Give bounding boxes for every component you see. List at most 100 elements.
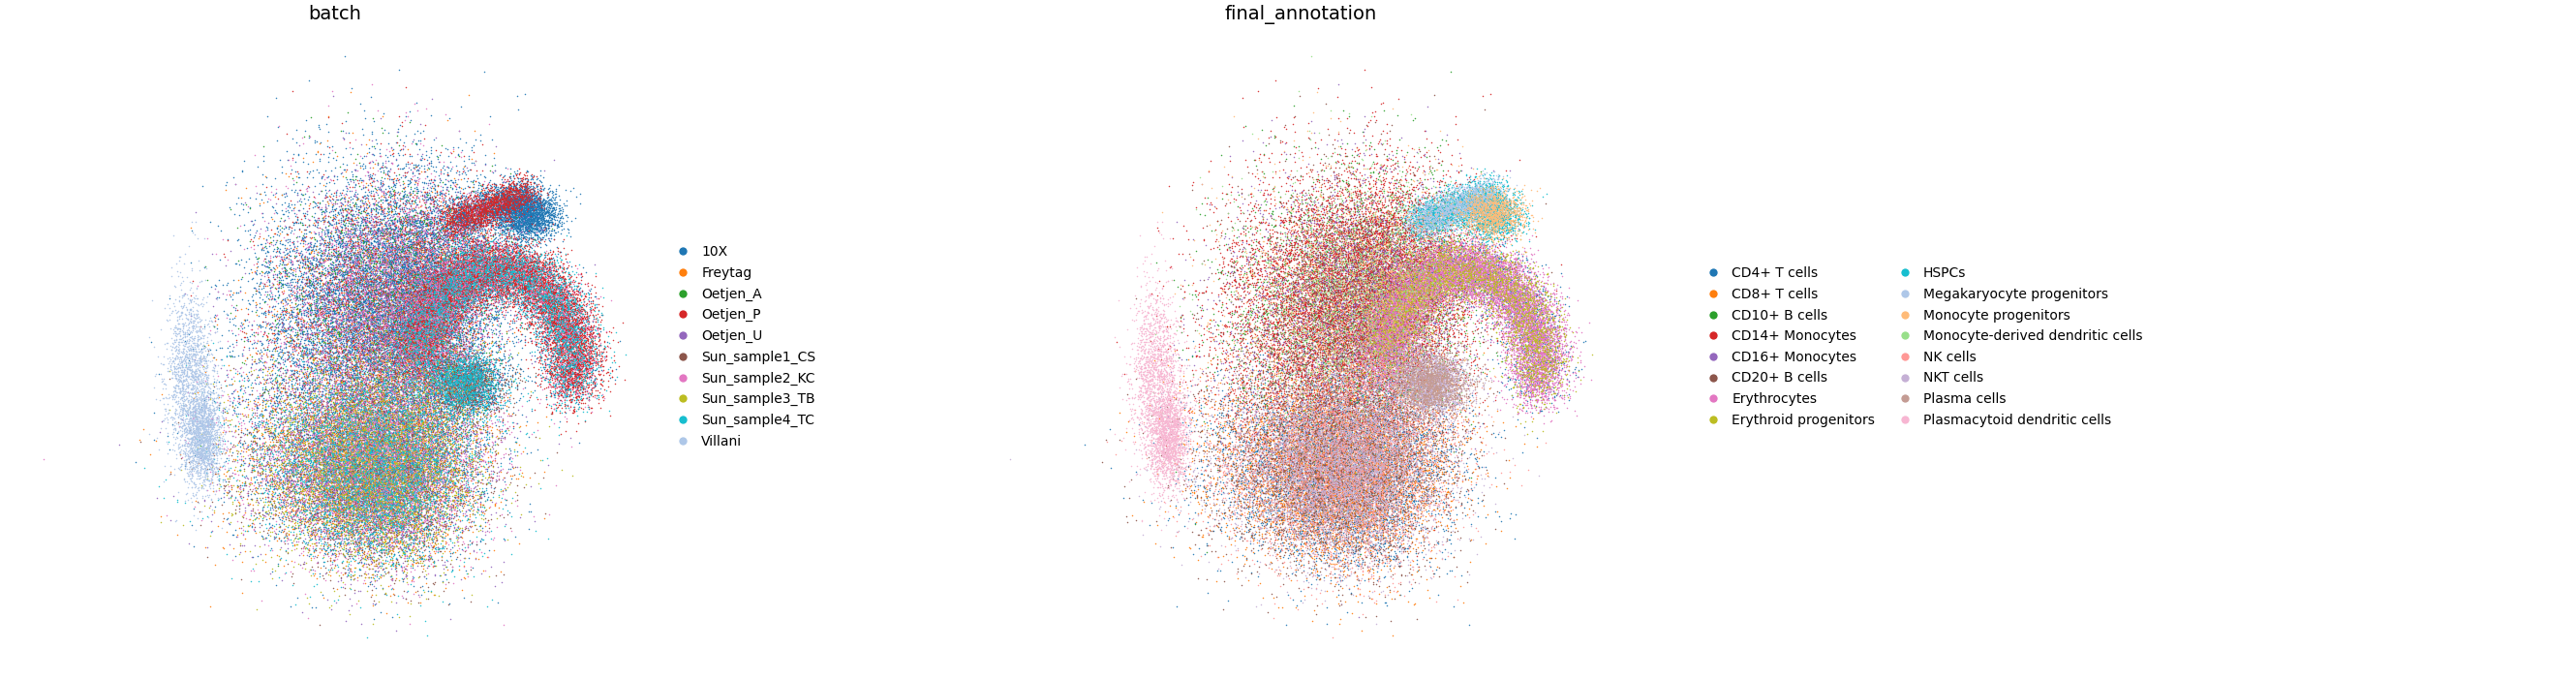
Point <box>322 390 363 401</box>
Point <box>1329 534 1370 545</box>
Point <box>430 283 471 294</box>
Point <box>1358 356 1399 367</box>
Point <box>1378 288 1419 299</box>
Point <box>1383 305 1425 316</box>
Point <box>1419 250 1461 260</box>
Point <box>348 448 389 459</box>
Point <box>1430 233 1471 243</box>
Point <box>446 350 487 360</box>
Point <box>428 433 469 444</box>
Point <box>479 265 520 275</box>
Point <box>307 505 348 516</box>
Point <box>1448 180 1489 191</box>
Point <box>412 330 453 341</box>
Point <box>415 365 456 376</box>
Point <box>348 333 389 343</box>
Point <box>1453 285 1494 296</box>
Point <box>567 364 608 375</box>
Point <box>374 313 415 324</box>
Point <box>479 243 520 254</box>
Point <box>1461 296 1502 307</box>
Point <box>301 416 343 427</box>
Point <box>1396 248 1437 259</box>
Point <box>304 444 345 455</box>
Point <box>1363 301 1404 311</box>
Point <box>1278 519 1319 530</box>
Point <box>1262 434 1303 445</box>
Point <box>428 265 469 275</box>
Point <box>397 320 438 331</box>
Point <box>327 498 368 509</box>
Point <box>446 239 487 250</box>
Point <box>389 334 430 345</box>
Point <box>1373 343 1414 354</box>
Point <box>510 224 551 235</box>
Point <box>1144 446 1185 457</box>
Point <box>188 418 229 428</box>
Point <box>464 273 505 284</box>
Point <box>1455 218 1497 229</box>
Point <box>477 269 518 280</box>
Point <box>479 258 520 269</box>
Point <box>407 348 448 359</box>
Point <box>1321 345 1363 356</box>
Point <box>1141 313 1182 324</box>
Point <box>469 205 510 216</box>
Point <box>1468 232 1510 243</box>
Point <box>1291 284 1332 295</box>
Point <box>250 461 291 472</box>
Point <box>1334 268 1376 279</box>
Point <box>1332 383 1373 394</box>
Point <box>1510 367 1551 377</box>
Point <box>242 256 283 267</box>
Point <box>1373 437 1414 448</box>
Point <box>1399 365 1440 376</box>
Point <box>294 254 335 265</box>
Point <box>1358 464 1399 475</box>
Point <box>1373 343 1414 354</box>
Point <box>1473 211 1515 222</box>
Point <box>291 407 332 418</box>
Point <box>386 422 428 432</box>
Point <box>366 476 407 487</box>
Point <box>471 277 513 288</box>
Point <box>1406 383 1448 394</box>
Point <box>1440 486 1481 497</box>
Point <box>1329 432 1370 443</box>
Point <box>1206 377 1247 388</box>
Point <box>1453 209 1494 220</box>
Point <box>471 190 513 201</box>
Point <box>1296 518 1337 529</box>
Point <box>1309 352 1350 362</box>
Point <box>477 234 518 245</box>
Point <box>1497 286 1538 296</box>
Point <box>353 248 394 258</box>
Point <box>402 337 443 348</box>
Point <box>554 350 595 360</box>
Point <box>1216 511 1257 522</box>
Point <box>1329 430 1370 441</box>
Point <box>1340 435 1381 446</box>
Point <box>1319 306 1360 317</box>
Point <box>1280 244 1321 255</box>
Point <box>1275 486 1316 496</box>
Point <box>399 494 440 505</box>
Point <box>1486 202 1528 213</box>
Point <box>1461 203 1502 214</box>
Point <box>1358 349 1399 360</box>
Point <box>1288 410 1329 421</box>
Point <box>1440 382 1481 393</box>
Point <box>415 310 456 321</box>
Point <box>430 199 471 210</box>
Point <box>1285 232 1327 243</box>
Point <box>397 506 438 517</box>
Point <box>250 426 291 437</box>
Point <box>1350 348 1391 359</box>
Point <box>227 490 268 500</box>
Point <box>459 194 500 205</box>
Point <box>216 340 258 351</box>
Point <box>1455 186 1497 197</box>
Point <box>435 273 477 284</box>
Point <box>1497 322 1538 333</box>
Point <box>350 406 392 417</box>
